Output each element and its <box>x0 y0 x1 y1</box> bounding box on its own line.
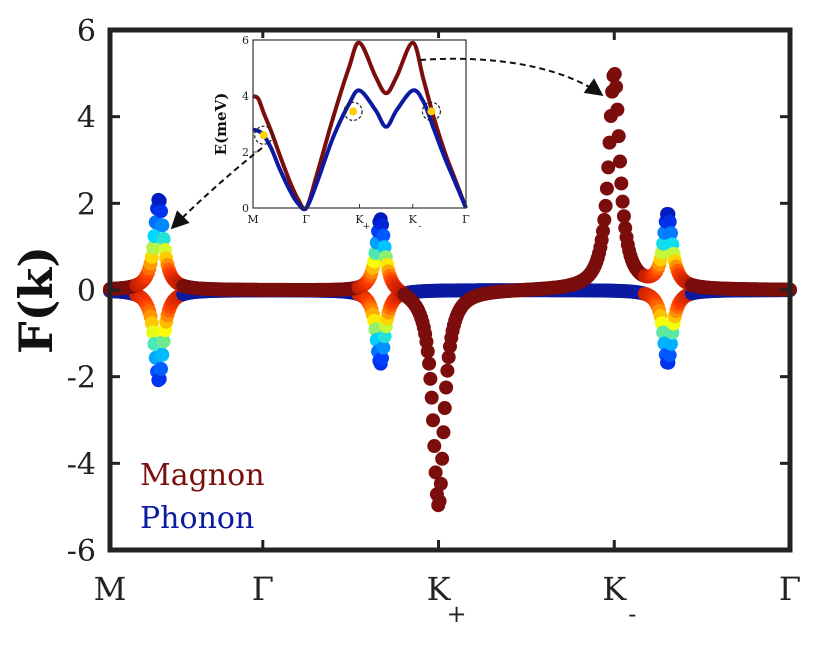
magnon-point <box>376 228 391 243</box>
magnon-point <box>433 476 448 491</box>
y-tick-label: 6 <box>77 14 96 49</box>
magnon-point <box>613 154 627 169</box>
inset-line-phonon <box>252 88 468 212</box>
arrow-to-peak-left <box>170 147 263 230</box>
x-tick-label: K <box>427 570 452 608</box>
crossing-marker <box>427 107 436 116</box>
magnon-point <box>375 217 389 232</box>
inset-x-tick-subscript: + <box>363 222 371 232</box>
legend-magnon: Magnon <box>140 458 265 493</box>
magnon-point <box>152 193 167 208</box>
inset-x-tick-label: Γ <box>462 213 470 226</box>
magnon-point <box>427 439 442 454</box>
magnon-point <box>599 181 614 196</box>
x-tick-label: K <box>602 570 627 608</box>
inset-line-magnon <box>252 40 468 212</box>
crossing-circle <box>343 101 363 122</box>
phonon-point <box>152 372 167 387</box>
phonon-point <box>156 334 171 349</box>
y-tick-label: -4 <box>67 447 96 482</box>
inset-x-tick-subscript: - <box>418 222 421 232</box>
magnon-point <box>420 344 435 359</box>
phonon-point <box>155 347 170 362</box>
y-tick-label: -6 <box>67 534 96 569</box>
y-axis-label: F(k) <box>9 246 63 354</box>
phonon-point <box>664 336 678 351</box>
magnon-point <box>154 204 168 219</box>
magnon-point <box>662 214 677 229</box>
phonon-point <box>146 325 161 340</box>
crossing-circle <box>421 101 441 122</box>
crossing-marker <box>259 131 268 140</box>
inset-x-tick-label: M <box>247 213 258 226</box>
magnon-point <box>664 226 678 241</box>
legend-phonon: Phonon <box>140 501 254 536</box>
inset-y-axis-label: E(meV) <box>212 93 230 156</box>
inset-y-tick-label: 4 <box>242 90 249 103</box>
inset-y-tick-label: 6 <box>242 34 249 47</box>
series-magnon <box>103 67 797 513</box>
arrow-to-peak-kminus <box>419 57 604 97</box>
x-tick-label: M <box>94 570 127 608</box>
magnon-point <box>428 465 443 480</box>
inset-y-tick-label: 2 <box>242 146 249 159</box>
x-tick-label: Γ <box>779 570 801 608</box>
phonon-point <box>154 361 168 376</box>
magnon-point <box>440 363 455 378</box>
magnon-point <box>607 67 622 82</box>
magnon-point <box>601 160 616 175</box>
magnon-point <box>441 350 456 365</box>
phonon-point <box>376 340 391 355</box>
magnon-point <box>437 401 452 416</box>
y-tick-label: 0 <box>77 274 96 309</box>
magnon-point <box>155 218 170 233</box>
x-tick-label: Γ <box>252 570 274 608</box>
magnon-point <box>439 380 454 395</box>
magnon-point <box>435 451 450 466</box>
crossing-circle <box>254 125 274 145</box>
inset-x-tick-label: Γ <box>302 213 310 226</box>
magnon-point <box>614 176 629 191</box>
magnon-point <box>424 390 439 405</box>
y-tick-label: 2 <box>77 187 96 222</box>
magnon-point <box>146 240 161 255</box>
magnon-point <box>426 413 440 428</box>
magnon-point <box>432 494 447 509</box>
magnon-point <box>610 102 625 117</box>
magnon-point <box>596 224 610 239</box>
y-tick-label: -2 <box>67 361 96 396</box>
magnon-point <box>598 198 613 213</box>
y-tick-label: 4 <box>77 101 96 136</box>
magnon-point <box>615 194 630 209</box>
x-tick-subscript: + <box>446 600 466 628</box>
magnon-point <box>616 209 631 224</box>
magnon-point <box>611 129 626 144</box>
magnon-point <box>597 212 612 227</box>
magnon-point <box>609 79 624 94</box>
main-plot-area <box>103 67 797 513</box>
phonon-point <box>375 351 389 366</box>
legend: Magnon Phonon <box>140 458 265 536</box>
inset-y-tick-label: 0 <box>242 202 249 215</box>
phonon-point <box>662 348 677 363</box>
magnon-point <box>156 231 171 246</box>
inset-x-tick-label: K <box>355 213 364 226</box>
magnon-point <box>423 371 438 386</box>
annotation-arrows <box>170 57 604 230</box>
crossing-marker <box>349 107 358 116</box>
magnon-point <box>422 356 437 371</box>
magnon-point <box>436 425 451 440</box>
x-tick-subscript: - <box>628 600 636 628</box>
inset-x-tick-label: K <box>409 213 418 226</box>
